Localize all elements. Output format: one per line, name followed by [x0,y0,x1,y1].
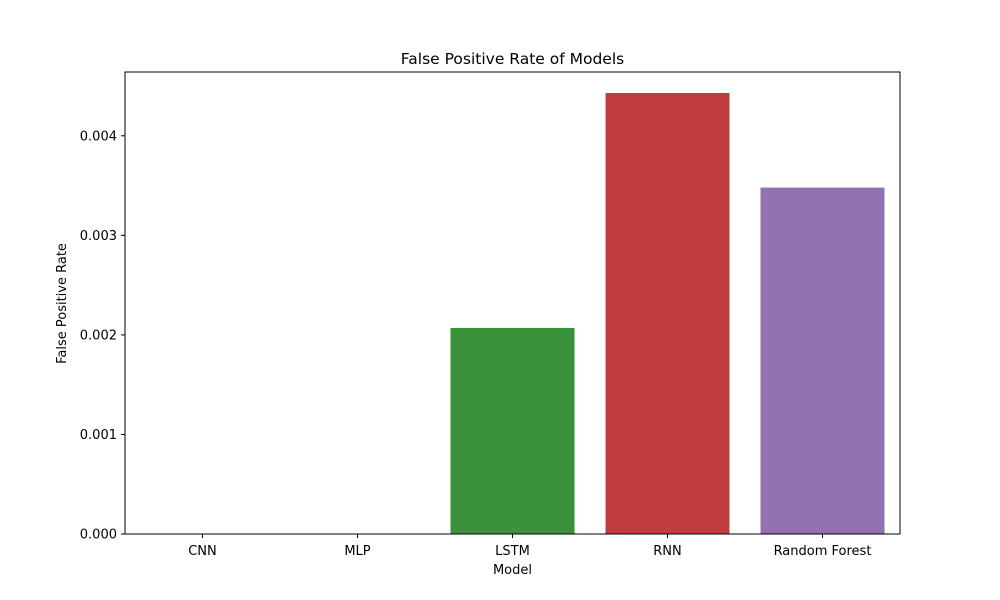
x-tick-label: CNN [188,544,217,559]
bar-rnn [605,93,730,535]
bar-random-forest [760,187,885,535]
bar-lstm [450,327,575,534]
chart-title: False Positive Rate of Models [401,50,624,68]
plot-frame [124,71,901,535]
x-tick-label: RNN [653,544,681,559]
x-tick-label: Random Forest [774,544,872,559]
x-tick-label: LSTM [495,544,530,559]
y-tick-label: 0.001 [80,428,117,443]
y-tick-label: 0.004 [80,129,117,144]
bars-group [450,93,885,535]
x-tick-label: MLP [344,544,370,559]
y-tick-label: 0.000 [80,528,117,543]
x-ticks-group: CNN MLP LSTM RNN Random Forest [188,534,871,559]
y-ticks-group: 0.000 0.001 0.002 0.003 0.004 [80,129,125,543]
y-tick-label: 0.003 [80,229,117,244]
y-tick-label: 0.002 [80,328,117,343]
x-axis-label: Model [493,563,532,578]
y-axis-label: False Positive Rate [55,243,70,364]
